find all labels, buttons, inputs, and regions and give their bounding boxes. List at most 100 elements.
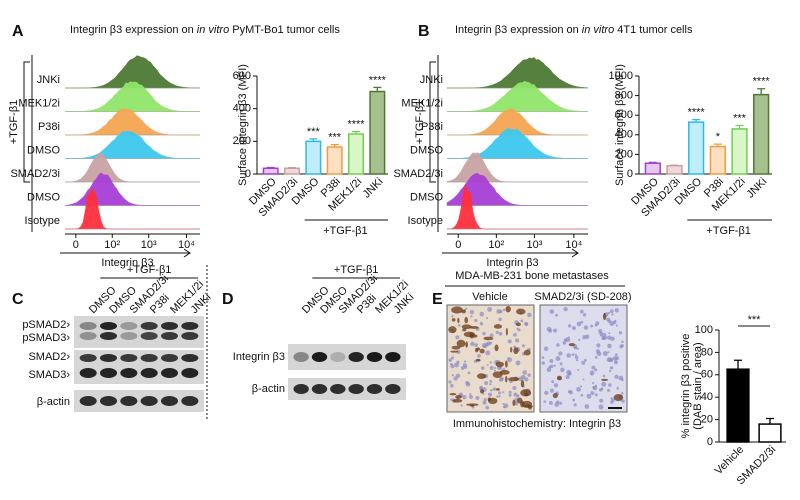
blot-band [330,384,346,394]
cell [591,365,596,370]
cell [499,377,504,382]
blot-band [140,354,158,362]
bar [688,121,705,175]
row-label: Integrin β3 [233,351,285,363]
cell [522,370,527,375]
cell [571,353,575,356]
cell [477,354,481,358]
panel-letter: E [432,291,443,308]
significance-label: **** [347,118,365,130]
blot-band [311,384,328,394]
blot-band [160,354,179,362]
panel-title: MDA-MB-231 bone metastases [455,270,609,282]
cell [467,371,471,375]
x-tick-label: JNKi [361,176,386,201]
cell [608,332,611,335]
dab-stain [451,306,463,314]
cell [607,311,611,315]
dab-stain [494,344,499,352]
cell [479,311,485,317]
cell [595,349,600,354]
bar [758,423,782,443]
cell [515,360,521,366]
cell [470,315,473,318]
cell [455,335,460,340]
cell [507,339,512,344]
cell [610,397,613,400]
cell [616,387,619,390]
error-bar [735,124,744,129]
cell [601,381,607,387]
cell [594,368,598,372]
title-part: in vitro [582,24,614,36]
cell [583,358,587,362]
bar [666,164,683,175]
cell [520,374,526,380]
blot-band [160,332,179,340]
cell [469,309,475,315]
histogram-shape [65,108,200,136]
image-label: Vehicle [472,291,507,303]
blot-band [140,322,158,330]
row-label: SMAD2/3i [393,168,443,180]
cell [460,366,465,370]
cell [560,367,565,373]
dab-stain [495,361,504,368]
blot-band [99,354,118,362]
cell [474,318,478,323]
cell [492,387,497,391]
x-tick-label: 10² [488,239,504,251]
dab-stain [517,397,523,404]
cell [486,364,489,367]
error-bar [309,138,318,142]
cell [483,345,487,349]
x-axis-label: Integrin β3 [101,257,153,269]
cell [553,328,558,333]
blot-band [79,332,97,340]
cell [614,353,618,357]
cell [486,317,489,320]
cell [489,379,493,383]
comparison-label: *** [748,314,762,326]
error-bar [266,166,275,169]
cell [599,398,604,403]
dab-stain [462,328,467,332]
cell [516,394,520,398]
cell [566,353,571,358]
cell [575,359,579,362]
panel-title: Integrin β3 expression on in vitro PyMT-… [70,24,340,36]
cell [572,398,576,402]
cell [573,346,578,350]
cell [592,381,595,385]
significance-label: *** [733,112,747,124]
cell [464,365,468,369]
histogram-shape [447,80,589,112]
blot-band [99,368,118,378]
y-tick-label: 60 [701,369,713,381]
cell [508,390,512,394]
cell [515,338,520,343]
cell [482,331,486,336]
cell [450,383,454,388]
histogram-shape [65,81,200,112]
dab-stain [520,389,532,397]
cell [493,369,496,372]
row-label: MEK1/2i [401,97,443,109]
cell [590,373,593,376]
y-axis-label: Surface integrin β3 (MFI) [237,64,249,186]
error-bar [288,166,296,169]
row-label: SMAD2› [28,351,70,363]
cell [490,388,493,392]
cell [498,331,503,336]
cell [469,393,472,396]
cell [590,391,595,396]
cell [469,395,473,399]
dab-stain [451,345,461,350]
row-label: JNKi [420,74,443,86]
cell [495,330,499,334]
cell [462,395,467,400]
row-label: Isotype [408,215,443,227]
blot-background [74,316,204,348]
cell [451,374,454,377]
bar [726,368,750,443]
